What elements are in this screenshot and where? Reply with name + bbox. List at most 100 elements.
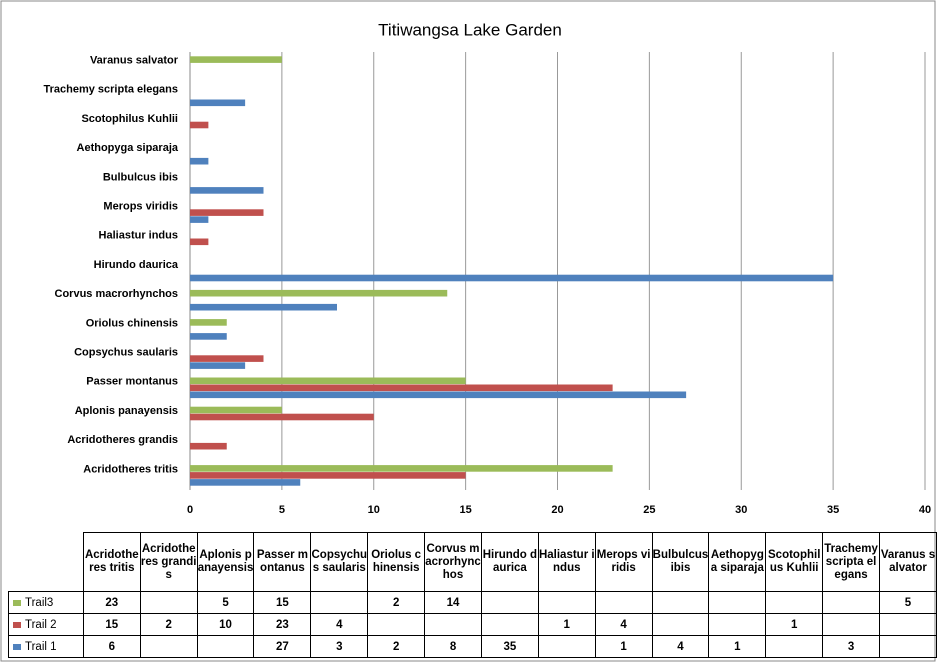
- table-cell: 23: [82, 591, 141, 614]
- table-cell: 2: [367, 591, 426, 614]
- table-cell: 1: [765, 613, 824, 636]
- y-tick-label: Corvus macrorhynchos: [55, 288, 178, 300]
- legend-swatch: [13, 599, 21, 606]
- column-header: Trachemy scripta elegans: [822, 532, 880, 592]
- column-header: Scotophilus Kuhlii: [765, 532, 824, 592]
- bar: [190, 238, 209, 246]
- bar: [190, 479, 301, 486]
- y-tick-label: Acridotheres tritis: [83, 463, 178, 475]
- column-header: Aethopyga siparaja: [708, 532, 767, 592]
- bar: [190, 406, 282, 414]
- y-tick-label: Aethopyga siparaja: [77, 142, 179, 154]
- table-cell: [480, 591, 539, 614]
- table-cell: 8: [424, 635, 482, 658]
- bar: [190, 289, 448, 297]
- table-cell: [139, 591, 198, 614]
- x-tick-label: 40: [919, 504, 931, 516]
- column-header: Copsychus saularis: [310, 532, 369, 592]
- y-tick-label: Aplonis panayensis: [75, 405, 178, 417]
- table-corner: [9, 533, 84, 592]
- bar: [190, 384, 613, 392]
- table-cell: [367, 613, 426, 636]
- bar: [190, 216, 209, 223]
- legend-label: Trail 1: [25, 640, 57, 653]
- bar: [190, 377, 466, 385]
- table-cell: 3: [822, 635, 880, 658]
- table-row: Trail3 23 5 15 2 14 5: [8, 591, 937, 614]
- data-table: Acridotheres tritis Acridotheres grandis A…: [8, 532, 937, 658]
- table-cell: [765, 591, 824, 614]
- y-tick-label: Merops viridis: [103, 201, 178, 213]
- y-tick-label: Copsychus saularis: [74, 347, 178, 359]
- column-header: Oriolus chinensis: [367, 532, 426, 592]
- table-cell: 35: [480, 635, 539, 658]
- bar: [190, 56, 282, 63]
- table-cell: 1: [708, 635, 767, 658]
- table-cell: [822, 613, 880, 636]
- table-cell: [424, 613, 482, 636]
- table-header-row: Acridotheres tritis Acridotheres grandis A…: [9, 532, 937, 592]
- y-tick-label: Scotophilus Kuhlii: [81, 113, 178, 125]
- x-tick-label: 30: [735, 504, 747, 516]
- bar: [190, 465, 613, 472]
- y-tick-label: Bulbulcus ibis: [103, 171, 178, 183]
- table-cell: [708, 613, 767, 636]
- y-tick-label: Haliastur indus: [99, 230, 178, 242]
- bar: [190, 413, 374, 421]
- table-cell: 23: [253, 613, 312, 636]
- y-tick-label: Hirundo daurica: [94, 259, 179, 271]
- bar: [190, 303, 337, 311]
- table-cell: 5: [878, 591, 937, 614]
- bar: [190, 391, 687, 399]
- x-tick-label: 5: [279, 504, 285, 516]
- y-tick-label: Acridotheres grandis: [67, 434, 178, 446]
- bar: [190, 442, 227, 450]
- table-cell: 3: [310, 635, 369, 658]
- table-row: Trail 2 15 2 10 23 4 1 4 1: [8, 613, 937, 636]
- bar: [190, 274, 834, 282]
- table-cell: 5: [196, 591, 255, 614]
- table-cell: 2: [367, 635, 426, 658]
- x-tick-label: 15: [460, 504, 472, 516]
- table-cell: [480, 613, 539, 636]
- legend-cell: Trail3: [8, 591, 84, 614]
- x-tick-label: 0: [187, 504, 193, 516]
- table-cell: [196, 635, 255, 658]
- table-cell: [878, 613, 937, 636]
- bar: [190, 157, 209, 165]
- table-cell: [537, 591, 596, 614]
- chart-title: Titiwangsa Lake Garden: [378, 20, 562, 39]
- legend-swatch: [13, 621, 21, 628]
- column-header: Merops viridis: [594, 532, 653, 592]
- table-cell: 15: [82, 613, 141, 636]
- x-tick-label: 35: [827, 504, 839, 516]
- table-cell: 14: [424, 591, 482, 614]
- column-header: Acridotheres grandis: [139, 532, 198, 592]
- column-header: Varanus salvator: [878, 532, 937, 592]
- column-header: Corvus macrorhynchos: [424, 532, 482, 592]
- column-header: Hirundo daurica: [480, 532, 539, 592]
- table-cell: 6: [82, 635, 141, 658]
- x-tick-label: 25: [643, 504, 655, 516]
- column-header: Aplonis panayensis: [196, 532, 255, 592]
- legend-label: Trail 2: [25, 618, 57, 631]
- column-header: Bulbulcus ibis: [651, 532, 710, 592]
- table-cell: 10: [196, 613, 255, 636]
- table-cell: [139, 635, 198, 658]
- bar: [190, 362, 246, 369]
- table-cell: 15: [253, 591, 312, 614]
- table-cell: [651, 591, 710, 614]
- bar: [190, 121, 209, 129]
- table-cell: [537, 635, 596, 658]
- bar: [190, 209, 264, 216]
- table-cell: 4: [310, 613, 369, 636]
- table-row: Trail 1 6 27 3 2 8 35 1 4 1 3: [8, 635, 937, 658]
- y-tick-label: Trachemy scripta elegans: [43, 84, 178, 96]
- table-cell: 1: [537, 613, 596, 636]
- x-tick-label: 10: [368, 504, 380, 516]
- bar: [190, 319, 227, 326]
- column-header: Haliastur indus: [537, 532, 596, 592]
- x-tick-label: 20: [551, 504, 563, 516]
- legend-cell: Trail 2: [8, 613, 84, 636]
